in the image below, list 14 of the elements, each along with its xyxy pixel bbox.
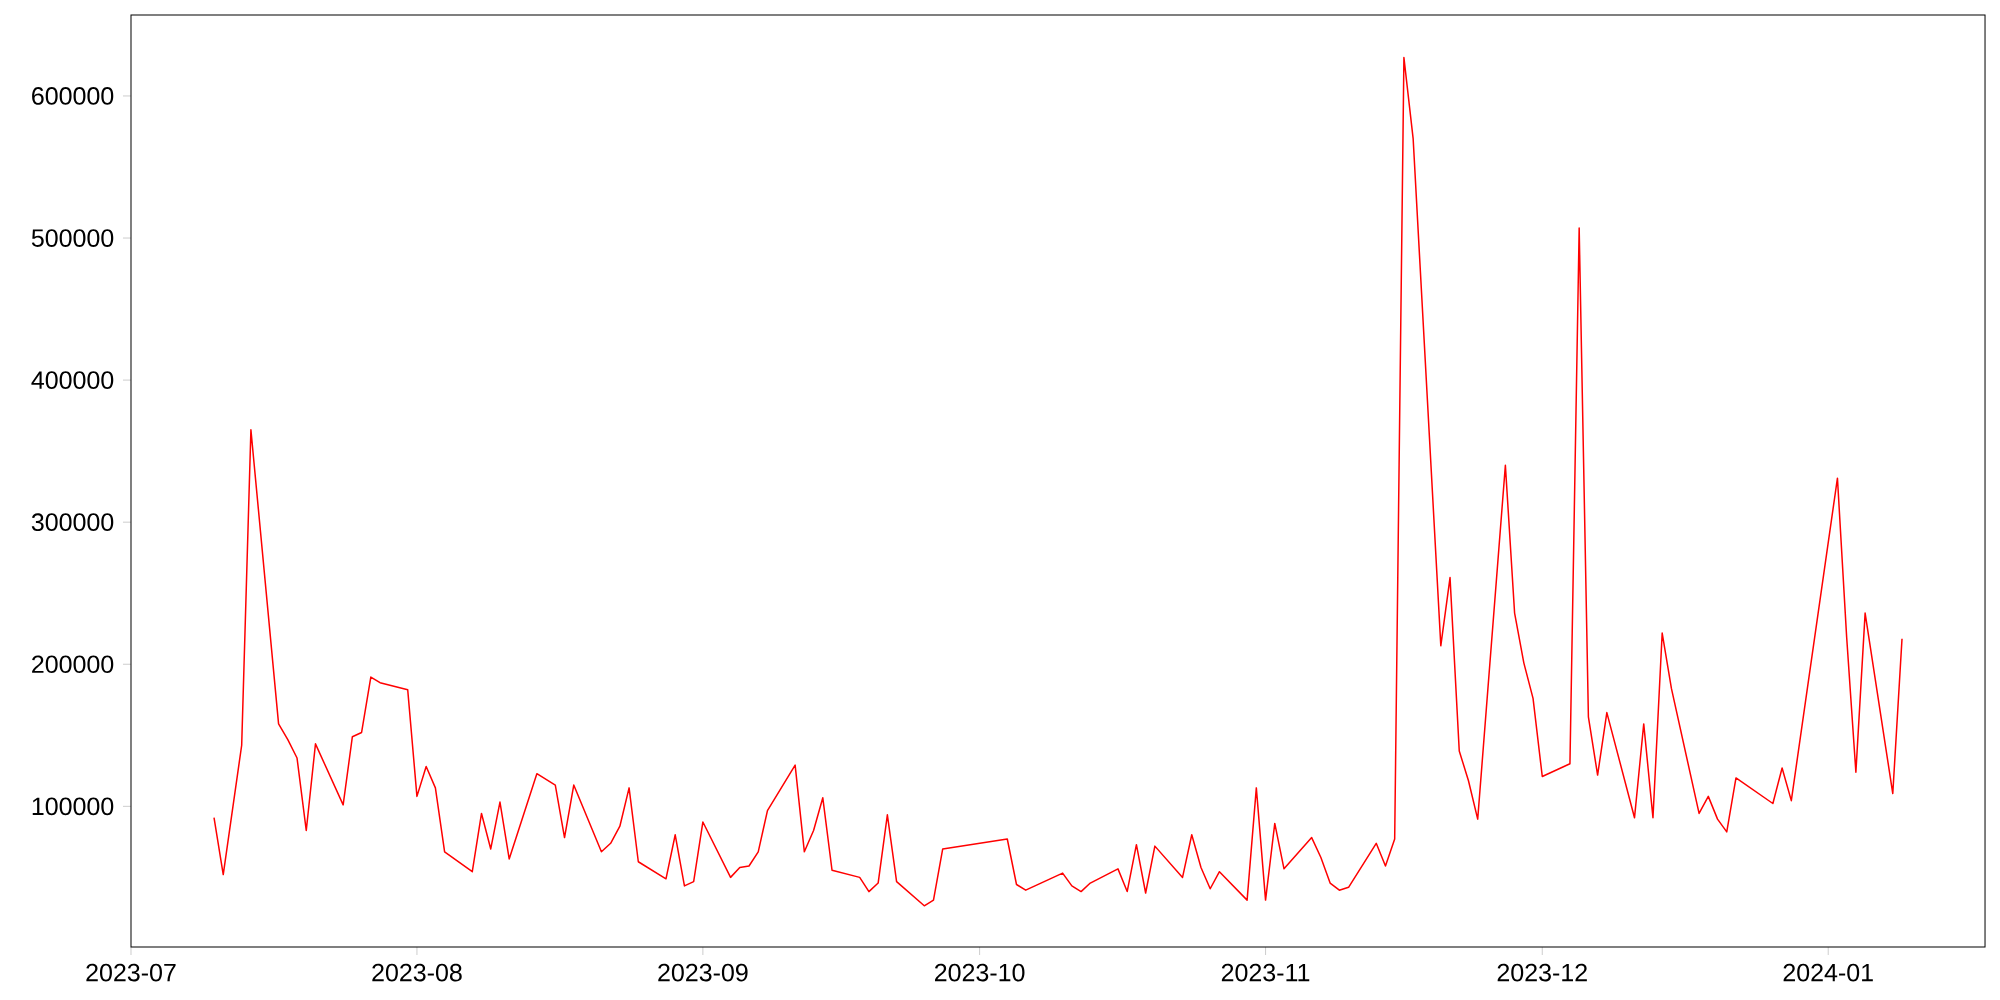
x-tick-label: 2023-12 xyxy=(1497,963,1587,982)
y-tick-label: 300000 xyxy=(31,513,114,532)
x-tick-label: 2023-10 xyxy=(934,963,1025,982)
y-tick-label: 100000 xyxy=(32,797,114,816)
x-tick-label: 2023-08 xyxy=(372,963,462,982)
y-tick-label: 200000 xyxy=(32,655,114,674)
x-tick-label: 2023-09 xyxy=(658,963,748,982)
x-tick-label: 2023-07 xyxy=(86,963,176,982)
y-tick-label: 400000 xyxy=(31,371,114,389)
y-tick-label: 600000 xyxy=(32,87,114,105)
x-tick-label: 2024-01 xyxy=(1783,963,1873,982)
y-tick-label: 500000 xyxy=(31,229,114,247)
x-tick-label: 2023-11 xyxy=(1221,963,1310,982)
line-series xyxy=(213,56,1903,907)
